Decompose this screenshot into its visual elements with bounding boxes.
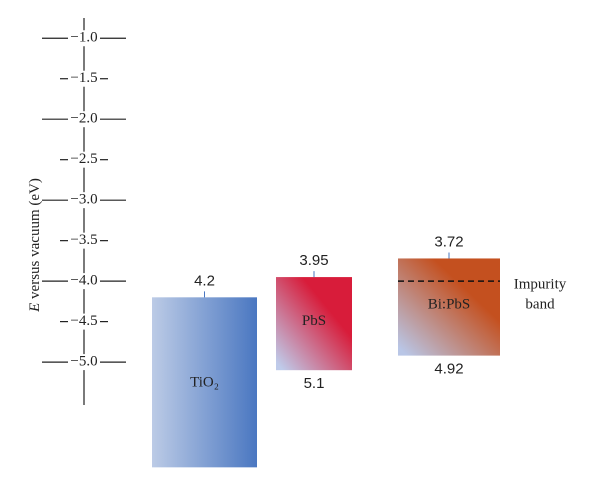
top-label: 4.2 bbox=[194, 272, 215, 289]
bottom-label: 4.92 bbox=[434, 361, 463, 378]
band-name: TiO₂ bbox=[190, 374, 219, 390]
y-tick-label: −5.0 bbox=[70, 354, 97, 370]
y-tick-label: −4.0 bbox=[70, 273, 97, 289]
top-label: 3.95 bbox=[299, 252, 328, 269]
band-name: PbS bbox=[302, 313, 326, 329]
y-axis-text: versus vacuum (eV) bbox=[27, 178, 43, 303]
y-axis-symbol: E bbox=[27, 303, 43, 313]
y-tick-label: −2.0 bbox=[70, 111, 97, 127]
y-tick-label: −1.0 bbox=[70, 30, 97, 46]
band-name: Bi:PbS bbox=[428, 296, 471, 312]
impurity-label: band bbox=[525, 297, 555, 313]
band-box bbox=[152, 297, 257, 468]
band-box bbox=[398, 258, 500, 356]
y-axis-label: E versus vacuum (eV) bbox=[27, 178, 43, 313]
bottom-label: 5.1 bbox=[304, 375, 325, 392]
y-tick-label: −2.5 bbox=[70, 151, 97, 167]
y-tick-label: −1.5 bbox=[70, 70, 97, 86]
impurity-label: Impurity bbox=[514, 277, 567, 293]
band-box bbox=[276, 277, 352, 371]
y-tick-label: −3.5 bbox=[70, 232, 97, 248]
top-label: 3.72 bbox=[434, 233, 463, 250]
y-tick-label: −3.0 bbox=[70, 192, 97, 208]
y-tick-label: −4.5 bbox=[70, 313, 97, 329]
